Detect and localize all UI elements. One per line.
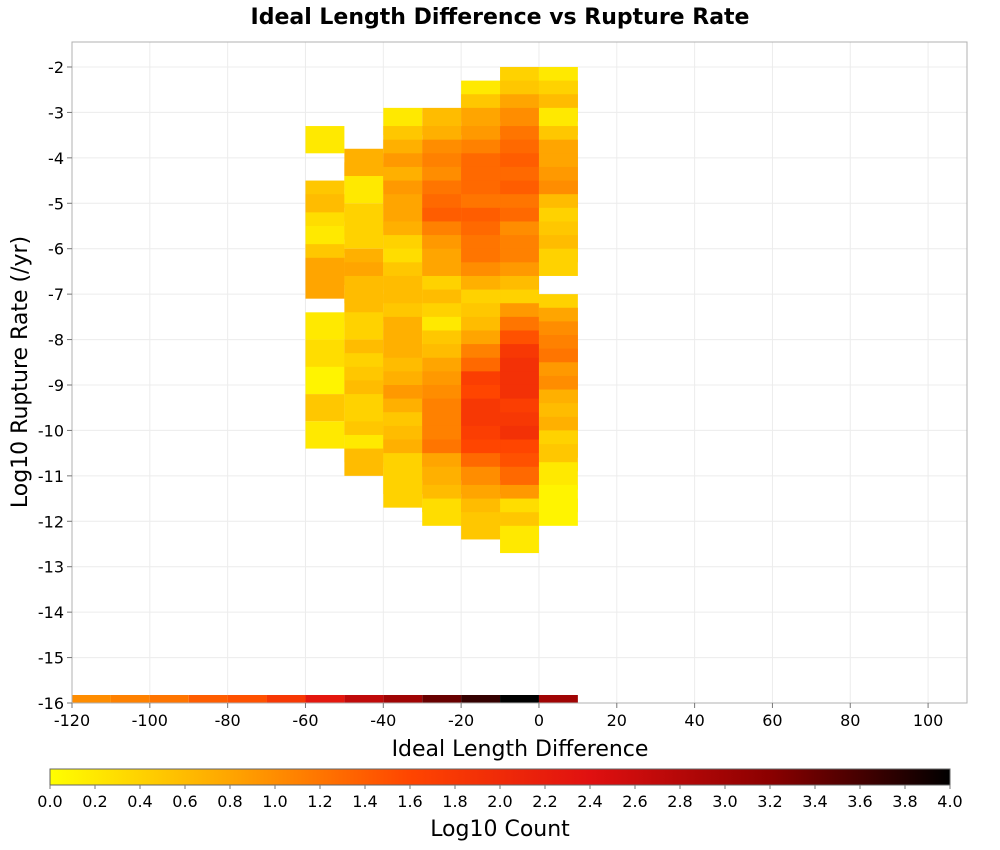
colorbar-tick-label: 1.4 (352, 792, 377, 811)
heatmap-cell (305, 394, 345, 422)
y-tick-label: -14 (38, 603, 64, 622)
heatmap-cell (266, 695, 306, 703)
x-tick-label: -60 (292, 711, 318, 730)
heatmap-cell (305, 271, 345, 299)
y-tick-label: -12 (38, 512, 64, 531)
colorbar-tick-label: 2.6 (622, 792, 647, 811)
y-tick-label: -8 (48, 331, 64, 350)
y-tick-label: -6 (48, 240, 64, 259)
colorbar-tick-label: 3.2 (757, 792, 782, 811)
y-tick-label: -15 (38, 649, 64, 668)
heatmap-cell (500, 525, 539, 554)
heatmap-cell (461, 512, 501, 540)
heatmap-cell (344, 448, 384, 476)
heatmap-cell (305, 366, 345, 395)
heatmap-cell (305, 312, 345, 340)
x-tick-label: 0 (534, 711, 544, 730)
heatmap-cell (305, 421, 345, 449)
heatmap-cells (72, 66, 578, 703)
x-tick-label: -100 (132, 711, 168, 730)
heatmap-cell (110, 695, 150, 703)
colorbar-tick-label: 2.4 (577, 792, 602, 811)
heatmap-cell (305, 695, 345, 703)
x-tick-label: -80 (215, 711, 241, 730)
colorbar-tick-label: 3.8 (892, 792, 917, 811)
y-tick-label: -4 (48, 149, 64, 168)
heatmap-cell (538, 498, 578, 526)
heatmap-cell (538, 248, 578, 276)
colorbar-tick-label: 3.6 (847, 792, 872, 811)
colorbar-tick-label: 0.4 (127, 792, 152, 811)
heatmap-cell (344, 176, 384, 204)
colorbar-label: Log10 Count (430, 817, 570, 842)
colorbar-tick-label: 0.8 (217, 792, 242, 811)
colorbar-ticks: 0.0 0.2 0.4 0.6 0.8 1.0 1.2 1.4 1.6 1.8 2.0 2.2 2.4 2… (37, 785, 963, 811)
colorbar-tick-label: 2.2 (532, 792, 557, 811)
x-tick-label: 100 (913, 711, 944, 730)
heatmap-cell (344, 312, 384, 340)
y-axis-label: Log10 Rupture Rate (/yr) (8, 236, 33, 508)
heatmap-cell (538, 695, 578, 703)
x-tick-label: 60 (762, 711, 782, 730)
colorbar (49, 768, 951, 786)
chart-title: Ideal Length Difference vs Rupture Rate (251, 5, 750, 30)
x-tick-label: 40 (684, 711, 704, 730)
y-tick-label: -3 (48, 103, 64, 122)
heatmap-cell (538, 462, 578, 490)
heatmap-cell (72, 695, 111, 703)
heatmap-cell (344, 695, 384, 703)
colorbar-tick-label: 3.0 (712, 792, 737, 811)
x-tick-label: -120 (54, 711, 90, 730)
y-tick-label: -2 (48, 58, 64, 77)
x-axis-label: Ideal Length Difference (392, 737, 649, 762)
y-tick-label: -9 (48, 376, 64, 395)
plot-frame (71, 41, 968, 704)
heatmap-cell (461, 695, 501, 703)
y-tick-label: -16 (38, 694, 64, 713)
heatmap-cell (422, 695, 462, 703)
y-tick-label: -13 (38, 558, 64, 577)
y-tick-label: -10 (38, 421, 64, 440)
x-tick-label: -20 (448, 711, 474, 730)
heatmap-cell (383, 480, 423, 508)
heatmap-cell (383, 695, 423, 703)
x-tick-label: 80 (840, 711, 860, 730)
colorbar-tick-label: 1.2 (307, 792, 332, 811)
heatmap-cell (227, 695, 267, 703)
colorbar-tick-label: 0.0 (37, 792, 62, 811)
x-tick-label: 20 (607, 711, 627, 730)
heatmap-cell (305, 126, 345, 154)
y-tick-label: -11 (38, 467, 64, 486)
colorbar-tick-label: 4.0 (937, 792, 962, 811)
colorbar-tick-label: 0.6 (172, 792, 197, 811)
heatmap-cell (188, 695, 228, 703)
x-axis-ticks: -120 -100 -80 -60 -40 -20 0 20 40 60 80 100 (54, 703, 944, 730)
colorbar-tick-label: 1.8 (442, 792, 467, 811)
colorbar-tick-label: 1.6 (397, 792, 422, 811)
heatmap-cell (500, 695, 539, 703)
colorbar-tick-label: 2.8 (667, 792, 692, 811)
y-tick-label: -7 (48, 285, 64, 304)
colorbar-tick-label: 2.0 (487, 792, 512, 811)
colorbar-tick-label: 3.4 (802, 792, 827, 811)
heatmap-cell (422, 498, 462, 526)
heatmap-cell (149, 695, 189, 703)
heatmap-cell (344, 221, 384, 249)
x-tick-label: -40 (370, 711, 396, 730)
y-axis-ticks: -2 -3 -4 -5 -6 -7 -8 -9 -10 -11 -12 -13 -14 -15 -16 (38, 58, 72, 713)
colorbar-tick-label: 1.0 (262, 792, 287, 811)
colorbar-tick-label: 0.2 (82, 792, 107, 811)
y-tick-label: -5 (48, 194, 64, 213)
